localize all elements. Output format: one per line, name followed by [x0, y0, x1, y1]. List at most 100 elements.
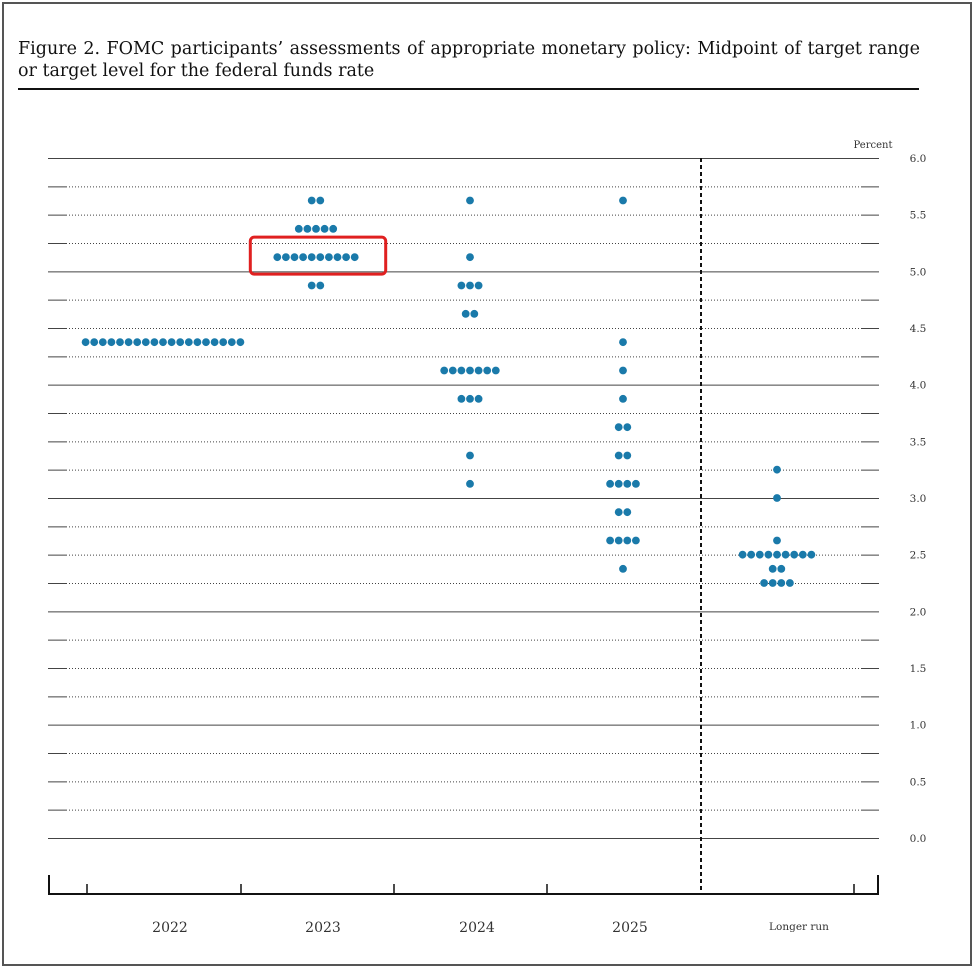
x-category-label: 2024 — [459, 920, 495, 936]
dot — [623, 536, 632, 545]
dot — [623, 423, 632, 432]
y-tick-label: 3.0 — [910, 493, 927, 505]
dot — [619, 338, 627, 347]
y-tick-label: 0.5 — [910, 776, 927, 788]
dot — [466, 479, 474, 488]
dot — [786, 579, 794, 587]
dot — [755, 550, 764, 559]
dot — [457, 281, 466, 290]
dot — [623, 479, 632, 488]
dot — [150, 338, 159, 347]
dot — [773, 550, 781, 559]
dot — [167, 338, 176, 347]
dot — [474, 394, 483, 403]
dot — [632, 479, 640, 488]
dot — [483, 366, 492, 375]
x-category-label: 2023 — [305, 920, 341, 936]
dot — [466, 451, 474, 460]
dot — [210, 338, 219, 347]
dot — [614, 479, 623, 488]
dot — [614, 536, 623, 545]
dot — [124, 338, 133, 347]
dot — [227, 338, 236, 347]
y-tick-label: 5.5 — [910, 210, 927, 222]
dot — [614, 423, 623, 432]
dot — [619, 196, 627, 205]
dot — [316, 196, 325, 205]
dot — [623, 451, 632, 460]
x-category-label: 2022 — [152, 920, 188, 936]
dot — [466, 253, 474, 262]
gridlines — [48, 158, 879, 839]
dot — [474, 366, 483, 375]
dot — [273, 253, 282, 262]
dot — [474, 281, 483, 290]
dot — [440, 366, 449, 375]
dot — [773, 536, 781, 545]
dot — [325, 253, 333, 262]
dot — [320, 224, 329, 233]
dot — [312, 224, 320, 233]
dot — [738, 550, 747, 559]
y-tick-label: 3.5 — [910, 436, 927, 448]
y-tick-labels: 0.0 0.5 1.0 1.5 2.0 2.5 3.0 3.5 4.0 4.5 5.0 5.5 6.0 — [910, 153, 927, 845]
dot — [342, 253, 350, 262]
dot — [614, 508, 623, 517]
y-tick-label: 0.0 — [910, 833, 927, 845]
x-axis — [48, 875, 879, 895]
dot — [606, 479, 614, 488]
dot — [133, 338, 142, 347]
dot — [773, 465, 781, 474]
dot — [466, 394, 474, 403]
y-tick-label: 2.0 — [910, 606, 927, 618]
dot — [141, 338, 150, 347]
y-unit-label: Percent — [854, 140, 893, 151]
dot — [466, 196, 474, 205]
y-tick-label: 4.5 — [910, 323, 927, 335]
dot — [623, 508, 632, 517]
dot — [294, 224, 303, 233]
x-category-label: 2025 — [612, 920, 648, 936]
y-tick-label: 1.0 — [910, 720, 927, 732]
dot — [448, 366, 457, 375]
dot — [466, 281, 474, 290]
dot — [760, 579, 768, 587]
dot — [107, 338, 116, 347]
dot — [282, 253, 290, 262]
dot — [307, 196, 316, 205]
dot — [790, 550, 799, 559]
dot — [747, 550, 756, 559]
dot — [606, 536, 614, 545]
dot — [184, 338, 193, 347]
y-tick-label: 2.5 — [910, 550, 927, 562]
dot — [219, 338, 228, 347]
dot — [90, 338, 99, 347]
dot — [807, 550, 816, 559]
dot — [781, 550, 790, 559]
dot — [236, 338, 245, 347]
dot — [457, 366, 466, 375]
dot — [632, 536, 640, 545]
dot — [614, 451, 623, 460]
dot — [777, 579, 786, 587]
dot — [116, 338, 124, 347]
dot — [159, 338, 167, 347]
dot — [202, 338, 210, 347]
y-tick-label: 4.0 — [910, 380, 927, 392]
x-category-label: Longer run — [769, 921, 829, 933]
highlight-box — [248, 235, 388, 276]
dot — [491, 366, 500, 375]
x-category-labels: 2022 2023 2024 2025 Longer run — [152, 920, 829, 936]
dot — [457, 394, 466, 403]
dot — [193, 338, 202, 347]
dot — [316, 253, 325, 262]
dot — [470, 309, 479, 318]
dot — [764, 550, 773, 559]
dot — [777, 564, 786, 573]
dot — [461, 309, 470, 318]
y-tick-label: 6.0 — [910, 153, 927, 165]
dot — [307, 253, 316, 262]
dot — [350, 253, 359, 262]
